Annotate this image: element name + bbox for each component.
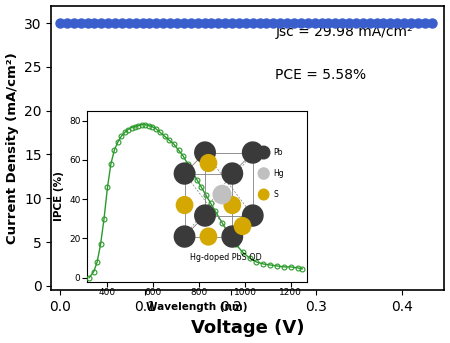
Text: Jsc = 29.98 mA/cm²: Jsc = 29.98 mA/cm²	[275, 25, 413, 39]
Text: PCE = 5.58%: PCE = 5.58%	[275, 68, 367, 82]
Y-axis label: Current Density (mA/cm²): Current Density (mA/cm²)	[5, 52, 18, 244]
X-axis label: Voltage (V): Voltage (V)	[191, 319, 305, 338]
